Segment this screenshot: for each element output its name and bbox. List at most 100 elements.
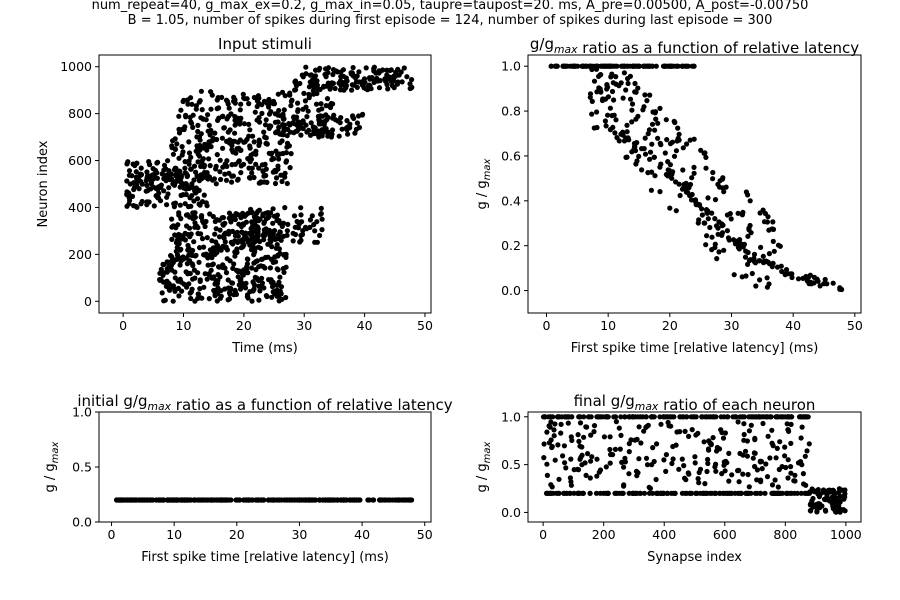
data-point (195, 174, 202, 180)
x-tick-label: 40 (354, 527, 370, 542)
data-point (784, 490, 790, 496)
data-point (317, 65, 323, 71)
data-point (552, 457, 558, 463)
data-point (726, 450, 732, 456)
data-point (704, 233, 710, 239)
data-point (182, 124, 188, 130)
data-point (233, 150, 239, 156)
data-point (172, 275, 178, 281)
data-point (241, 121, 247, 127)
data-point (736, 479, 742, 485)
data-point (245, 210, 251, 216)
data-point (274, 266, 280, 272)
data-point (146, 161, 153, 167)
data-point (589, 111, 595, 117)
axes-frame (527, 54, 862, 314)
data-point (227, 291, 233, 297)
data-point (542, 414, 548, 420)
data-point (642, 135, 648, 141)
data-point (688, 414, 694, 420)
data-point (271, 228, 278, 234)
data-point (197, 142, 203, 149)
data-point (183, 181, 189, 187)
points-final-ratio (540, 414, 848, 515)
data-point (354, 84, 360, 90)
data-point (294, 128, 300, 134)
data-point (175, 285, 181, 291)
data-point (784, 414, 791, 420)
data-point (786, 428, 792, 434)
data-point (603, 414, 609, 420)
data-point (591, 125, 597, 131)
data-point (739, 212, 746, 218)
data-point (677, 429, 683, 435)
data-point (197, 286, 203, 292)
data-point (712, 216, 718, 222)
data-point (324, 96, 331, 102)
data-point (751, 251, 758, 257)
data-point (196, 259, 202, 265)
data-point (657, 414, 663, 420)
data-point (234, 119, 240, 125)
data-point (295, 108, 301, 114)
data-point (278, 497, 284, 503)
data-point (298, 132, 304, 138)
data-point (785, 475, 791, 481)
chart-ratio-vs-latency: 0 10 20 30 40 50 0.0 0.2 0.4 0.6 0.8 1.0 g/gmax rati… (475, 35, 863, 356)
data-point (293, 87, 299, 93)
data-point (769, 482, 776, 488)
data-point (810, 495, 816, 502)
data-point (176, 126, 182, 132)
data-point (336, 133, 342, 139)
data-point (743, 189, 750, 195)
data-point (249, 233, 255, 239)
data-point (150, 184, 156, 190)
data-point (667, 205, 673, 211)
data-point (249, 165, 255, 171)
data-point (649, 462, 655, 468)
data-point (241, 242, 247, 248)
data-point (546, 423, 552, 429)
data-point (710, 414, 716, 420)
data-point (837, 286, 843, 292)
data-point (740, 414, 746, 420)
data-point (275, 119, 281, 125)
data-point (641, 104, 647, 110)
data-point (758, 244, 764, 250)
data-point (245, 256, 251, 262)
data-point (808, 508, 814, 514)
data-point (779, 268, 785, 275)
data-point (645, 131, 651, 137)
data-point (380, 67, 386, 73)
data-point (642, 151, 649, 157)
y-tick-label: 0.6 (501, 148, 521, 163)
chart-title: final g/gmax ratio of each neuron (574, 392, 816, 414)
data-point (176, 210, 182, 216)
data-point (261, 129, 267, 135)
data-point (629, 107, 635, 113)
data-point (280, 116, 286, 122)
y-tick-label: 0.5 (501, 457, 521, 472)
data-point (266, 104, 272, 110)
data-point (124, 191, 130, 198)
data-point (217, 169, 223, 175)
data-point (254, 210, 260, 216)
data-point (206, 142, 212, 148)
data-point (280, 111, 286, 117)
data-point (207, 247, 213, 253)
data-point (192, 210, 198, 216)
data-point (603, 123, 609, 129)
data-point (699, 414, 705, 420)
data-point (169, 236, 175, 242)
data-point (773, 455, 779, 461)
data-point (251, 174, 257, 181)
data-point (226, 296, 233, 302)
data-point (246, 101, 252, 107)
data-point (597, 414, 603, 420)
data-point (620, 95, 626, 101)
data-point (298, 212, 304, 218)
data-point (178, 176, 184, 182)
data-point (167, 287, 173, 293)
data-point (255, 277, 262, 284)
data-point (671, 153, 678, 159)
